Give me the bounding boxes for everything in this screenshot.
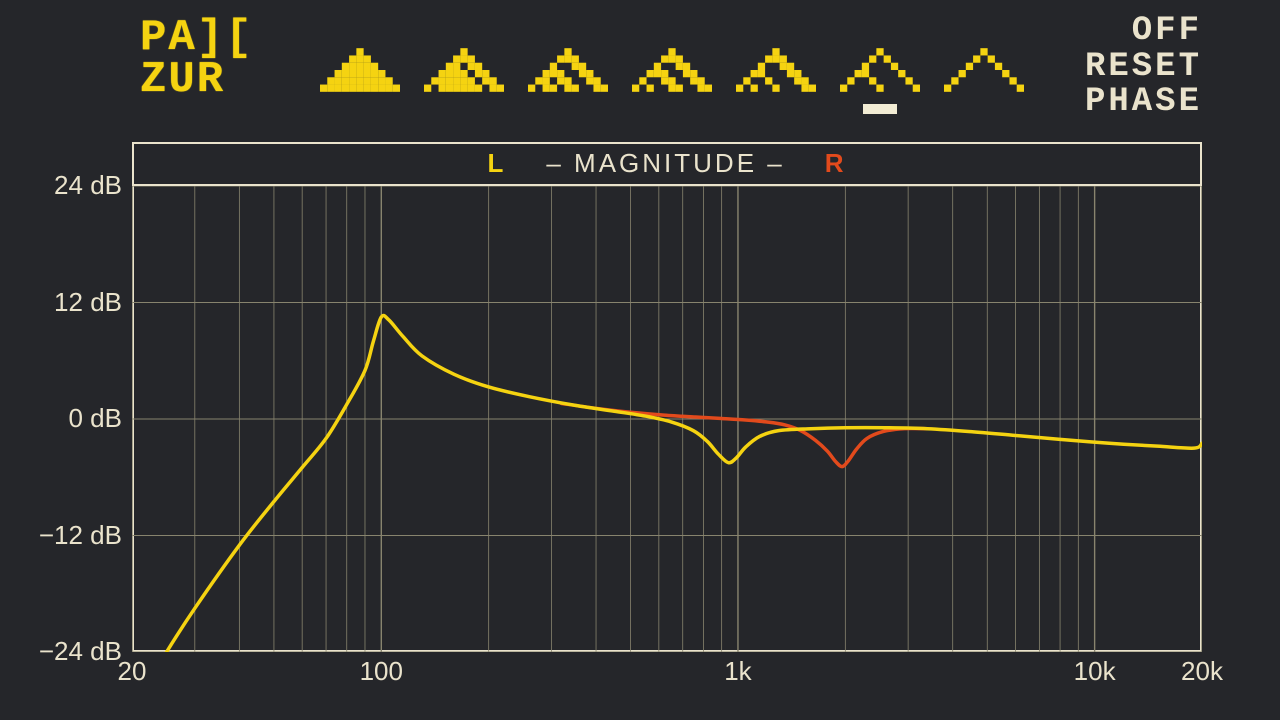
band-icon-3[interactable] [528,40,608,100]
x-tick-label: 1k [724,656,751,687]
x-tick-label: 20k [1181,656,1223,687]
band-icon-4[interactable] [632,40,712,100]
curve-left [132,316,1202,652]
plot-area[interactable] [132,186,1202,652]
band-icon-5[interactable] [736,40,816,100]
top-buttons: OFF RESET PHASE [1085,14,1202,121]
band-icon-2[interactable] [424,40,504,100]
y-tick-label: −12 dB [12,520,122,551]
off-button[interactable]: OFF [1085,14,1202,50]
band-icon-6[interactable] [840,40,920,100]
phase-button[interactable]: PHASE [1085,85,1202,121]
band-icon-7[interactable] [944,40,1024,100]
x-tick-label: 100 [360,656,403,687]
plot-header-l: L [487,148,506,179]
y-tick-label: 24 dB [12,170,122,201]
logo: PA][ ZUR [140,18,254,102]
reset-button[interactable]: RESET [1085,50,1202,86]
logo-line2: ZUR [140,55,225,105]
magnitude-plot: L – MAGNITUDE – R [132,142,1202,652]
band-selected-indicator [863,104,897,114]
x-tick-label: 10k [1074,656,1116,687]
y-tick-label: 12 dB [12,287,122,318]
band-icon-1[interactable] [320,40,400,100]
y-tick-label: 0 dB [12,403,122,434]
plot-header-r: R [825,148,847,179]
x-tick-label: 20 [118,656,147,687]
plot-header-center: – MAGNITUDE – [546,148,784,179]
plot-header: L – MAGNITUDE – R [132,142,1202,186]
y-tick-label: −24 dB [12,636,122,667]
band-selector [320,40,1024,100]
